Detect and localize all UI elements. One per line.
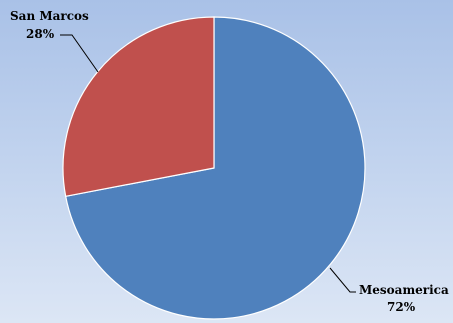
label-mesoamerica-value: 72% xyxy=(387,300,416,314)
leader-line-san-marcos xyxy=(60,34,99,73)
label-mesoamerica-name: Mesoamerica xyxy=(359,283,449,297)
leader-line-mesoamerica xyxy=(329,267,356,293)
leader-lines xyxy=(60,34,356,293)
label-san-marcos-value: 28% xyxy=(26,27,55,41)
pie-slice-mesoamerica xyxy=(64,16,366,320)
label-san-marcos-name: San Marcos xyxy=(10,9,89,23)
pie-slices xyxy=(62,16,366,320)
pie-slice-san-marcos xyxy=(62,16,215,197)
